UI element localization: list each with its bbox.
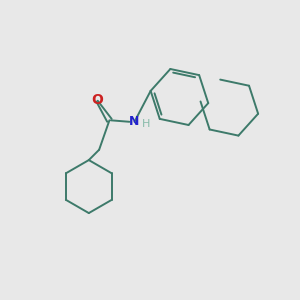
Text: H: H [142,119,150,129]
Text: O: O [91,93,103,107]
Text: N: N [129,115,140,128]
